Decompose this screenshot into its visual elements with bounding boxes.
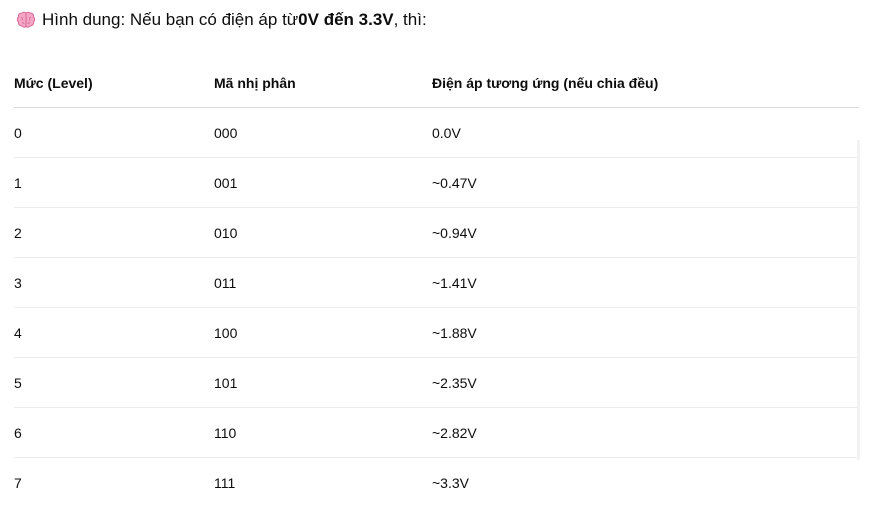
cell-voltage: ~2.82V <box>432 407 859 458</box>
table-row: 1 001 ~0.47V <box>14 157 859 208</box>
cell-voltage: 0.0V <box>432 107 859 158</box>
cell-binary: 000 <box>214 107 432 158</box>
table-row: 5 101 ~2.35V <box>14 357 859 408</box>
cell-level: 3 <box>14 257 214 308</box>
header-binary-code: Mã nhị phân <box>214 58 432 108</box>
table-row: 6 110 ~2.82V <box>14 407 859 458</box>
cell-level: 0 <box>14 107 214 158</box>
table-row: 7 111 ~3.3V <box>14 458 859 508</box>
cell-voltage: ~3.3V <box>432 474 469 491</box>
cell-level: 1 <box>14 157 214 208</box>
cell-voltage: ~1.88V <box>432 307 859 358</box>
cell-voltage: ~0.94V <box>432 207 859 258</box>
cell-level: 4 <box>14 307 214 358</box>
table-header-row: Mức (Level) Mã nhị phân Điện áp tương ứn… <box>14 58 859 108</box>
intro-prefix: Hình dung: Nếu bạn có điện áp từ <box>42 10 299 29</box>
cell-level: 2 <box>14 207 214 258</box>
header-level: Mức (Level) <box>14 58 214 108</box>
header-voltage: Điện áp tương ứng (nếu chia đều) <box>432 58 859 108</box>
cell-binary: 001 <box>214 157 432 208</box>
intro-text: Hình dung: Nếu bạn có điện áp từ 0V đến … <box>16 8 427 32</box>
cell-binary: 101 <box>214 357 432 408</box>
table-row: 0 000 0.0V <box>14 107 859 158</box>
intro-voltage-range: 0V đến 3.3V <box>298 10 394 29</box>
table-row: 4 100 ~1.88V <box>14 307 859 358</box>
table-row: 3 011 ~1.41V <box>14 257 859 308</box>
cell-binary: 100 <box>214 307 432 358</box>
cell-level: 5 <box>14 357 214 408</box>
brain-icon <box>16 10 36 30</box>
cell-binary: 111 <box>214 474 236 491</box>
cell-voltage: ~2.35V <box>432 357 859 408</box>
level-table: Mức (Level) Mã nhị phân Điện áp tương ứn… <box>14 58 859 507</box>
cell-binary: 011 <box>214 257 432 308</box>
cell-voltage: ~0.47V <box>432 157 859 208</box>
cell-level: 6 <box>14 407 214 458</box>
table-scroll-edge <box>857 140 860 460</box>
cell-voltage: ~1.41V <box>432 257 859 308</box>
cell-binary: 110 <box>214 407 432 458</box>
intro-suffix: , thì: <box>393 10 427 29</box>
cell-level: 7 <box>14 474 22 491</box>
table-row: 2 010 ~0.94V <box>14 207 859 258</box>
cell-binary: 010 <box>214 207 432 258</box>
